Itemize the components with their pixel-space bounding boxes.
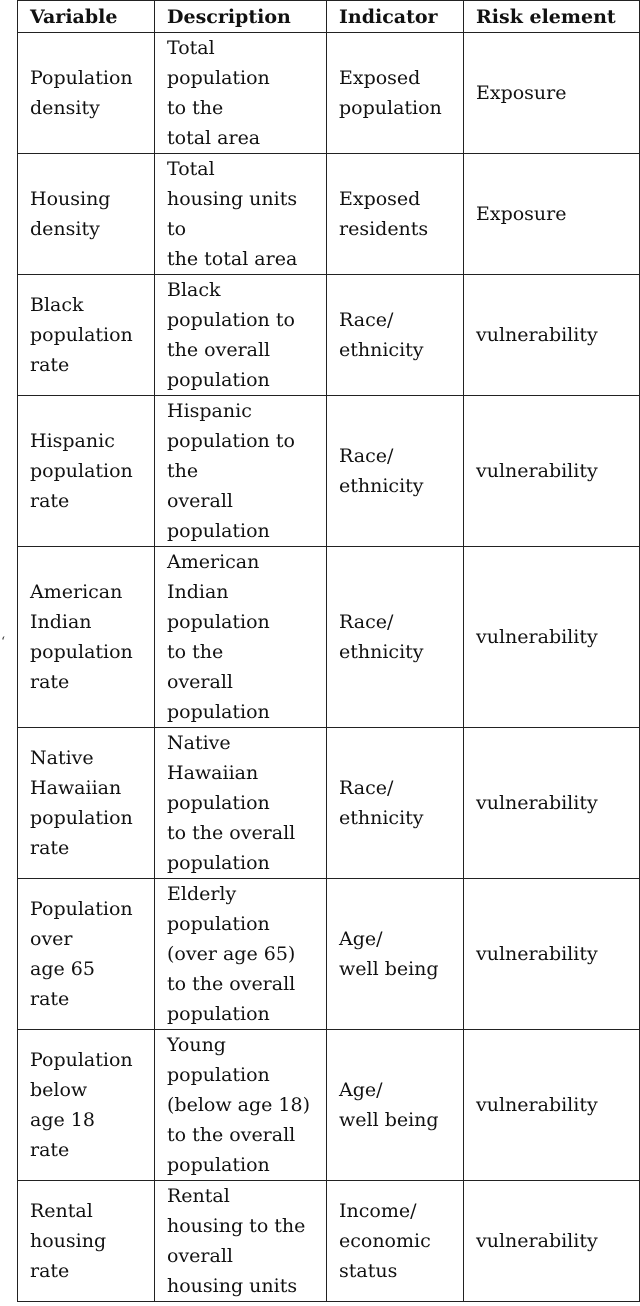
- table-row: Population density Total population to t…: [17, 32, 640, 154]
- cell-description: Hispanic population to the overall popul…: [154, 395, 327, 547]
- cell-indicator: Race/ ethnicity: [326, 395, 464, 547]
- table-row: Housing density Total housing units to t…: [17, 153, 640, 275]
- table-row: Native Hawaiian population rate Native H…: [17, 727, 640, 879]
- cell-indicator: Race/ ethnicity: [326, 727, 464, 879]
- cell-description: American Indian population to the overal…: [154, 546, 327, 728]
- cell-risk-element: vulnerability: [463, 395, 640, 547]
- header-variable: Variable: [17, 0, 155, 33]
- cell-variable: Population density: [17, 32, 155, 154]
- cell-description: Native Hawaiian population to the overal…: [154, 727, 327, 879]
- cell-variable: Black population rate: [17, 274, 155, 396]
- cell-description: Total population to the total area: [154, 32, 327, 154]
- cell-risk-element: vulnerability: [463, 1180, 640, 1302]
- cell-indicator: Age/ well being: [326, 1029, 464, 1181]
- cell-indicator: Age/ well being: [326, 878, 464, 1030]
- cell-risk-element: vulnerability: [463, 274, 640, 396]
- cell-variable: Population below age 18 rate: [17, 1029, 155, 1181]
- cell-risk-element: Exposure: [463, 32, 640, 154]
- cell-description: Elderly population (over age 65) to the …: [154, 878, 327, 1030]
- table-row: Population over age 65 rate Elderly popu…: [17, 878, 640, 1030]
- table-row: Population below age 18 rate Young popul…: [17, 1029, 640, 1181]
- cell-description: Total housing units to the total area: [154, 153, 327, 275]
- cell-variable: American Indian population rate: [17, 546, 155, 728]
- cell-risk-element: vulnerability: [463, 1029, 640, 1181]
- cell-variable: Rental housing rate: [17, 1180, 155, 1302]
- cell-variable: Population over age 65 rate: [17, 878, 155, 1030]
- cell-variable: Housing density: [17, 153, 155, 275]
- cell-indicator: Race/ ethnicity: [326, 274, 464, 396]
- cell-risk-element: Exposure: [463, 153, 640, 275]
- table-header-row: Variable Description Indicator Risk elem…: [17, 0, 640, 33]
- cell-indicator: Exposed residents: [326, 153, 464, 275]
- table-row: Rental housing rate Rental housing to th…: [17, 1180, 640, 1302]
- cell-risk-element: vulnerability: [463, 727, 640, 879]
- cell-variable: Hispanic population rate: [17, 395, 155, 547]
- table-row: American Indian population rate American…: [17, 546, 640, 728]
- table-row: Hispanic population rate Hispanic popula…: [17, 395, 640, 547]
- cell-description: Black population to the overall populati…: [154, 274, 327, 396]
- cell-risk-element: vulnerability: [463, 546, 640, 728]
- cell-indicator: Exposed population: [326, 32, 464, 154]
- table-row: Black population rate Black population t…: [17, 274, 640, 396]
- cell-indicator: Income/ economic status: [326, 1180, 464, 1302]
- header-risk-element: Risk element: [463, 0, 640, 33]
- cell-description: Young population (below age 18) to the o…: [154, 1029, 327, 1181]
- stray-mark: ‘: [1, 635, 6, 650]
- cell-description: Rental housing to the overall housing un…: [154, 1180, 327, 1302]
- header-description: Description: [154, 0, 327, 33]
- cell-risk-element: vulnerability: [463, 878, 640, 1030]
- cell-indicator: Race/ ethnicity: [326, 546, 464, 728]
- cell-variable: Native Hawaiian population rate: [17, 727, 155, 879]
- risk-variables-table: Variable Description Indicator Risk elem…: [17, 0, 640, 1302]
- header-indicator: Indicator: [326, 0, 464, 33]
